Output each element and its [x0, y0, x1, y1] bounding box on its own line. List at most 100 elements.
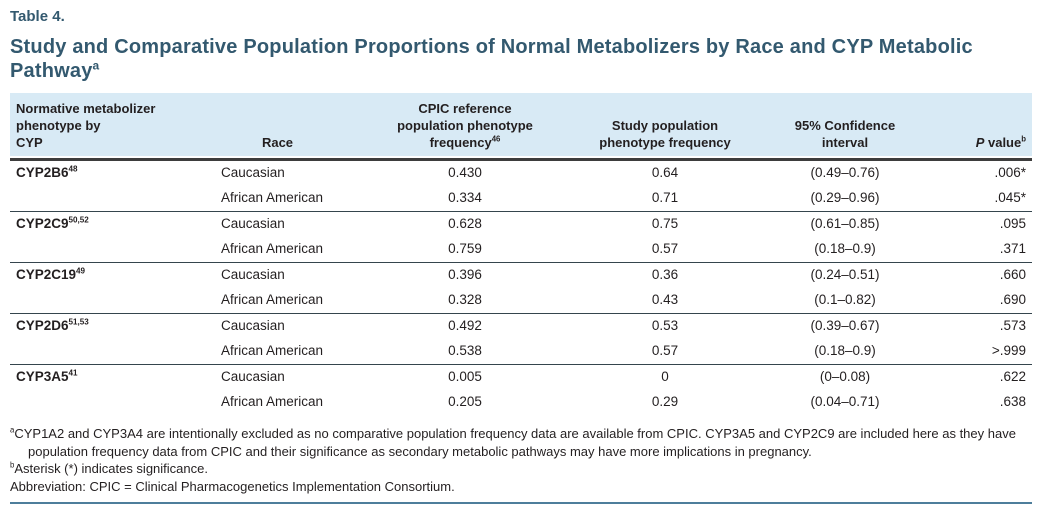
cpic-frequency-cell: 0.396: [340, 262, 590, 288]
p-value-cell: .638: [999, 394, 1026, 409]
gene-cell: CYP2C1949: [10, 262, 215, 313]
study-frequency-cell: 0.64: [590, 158, 740, 186]
study-frequency-cell: 0.53: [590, 313, 740, 339]
race-cell: Caucasian: [215, 262, 340, 288]
confidence-interval-cell: (0–0.08): [740, 364, 950, 390]
citation-superscript: 49: [76, 266, 86, 276]
column-header-confidence-interval: 95% Confidence interval: [740, 93, 950, 158]
footnotes: aCYP1A2 and CYP3A4 are intentionally exc…: [10, 425, 1032, 495]
table-row: African American 0.538 0.57 (0.18–0.9) >…: [10, 339, 1032, 364]
gene-name: CYP3A5: [16, 369, 69, 384]
cpic-frequency-cell: 0.334: [448, 190, 482, 205]
gene-cell: CYP2C950,52: [10, 211, 215, 262]
gene-name: CYP2C9: [16, 216, 69, 231]
column-header-study-label: Study population phenotype frequency: [599, 118, 731, 150]
table-row: African American 0.328 0.43 (0.1–0.82) .…: [10, 288, 1032, 313]
table-row: CYP3A541 Caucasian 0.005 0 (0–0.08) .622: [10, 364, 1032, 390]
race-cell: Caucasian: [215, 211, 340, 237]
race-cell: African American: [221, 394, 324, 409]
table-row: African American 0.334 0.71 (0.29–0.96) …: [10, 186, 1032, 211]
confidence-interval-cell: (0.39–0.67): [740, 313, 950, 339]
table-title-text: Study and Comparative Population Proport…: [10, 36, 973, 82]
citation-superscript: 41: [68, 368, 78, 378]
study-frequency-cell: 0.57: [651, 343, 679, 358]
table-row: CYP2D651,53 Caucasian 0.492 0.53 (0.39–0…: [10, 313, 1032, 339]
cpic-frequency-cell: 0.492: [340, 313, 590, 339]
gene-name: CYP2B6: [16, 165, 69, 180]
table-row: CYP2C950,52 Caucasian 0.628 0.75 (0.61–0…: [10, 211, 1032, 237]
confidence-interval-cell: (0.29–0.96): [810, 190, 880, 205]
p-value-cell: >.999: [991, 343, 1026, 358]
race-cell: African American: [221, 343, 324, 358]
race-cell: African American: [221, 190, 324, 205]
footnote-marker: b: [10, 460, 15, 470]
gene-cell: CYP3A541: [10, 364, 215, 415]
footnote-a: aCYP1A2 and CYP3A4 are intentionally exc…: [10, 425, 1032, 460]
study-frequency-cell: 0: [590, 364, 740, 390]
data-table: Normative metabolizer phenotype by CYP R…: [10, 93, 1032, 415]
table-header-row: Normative metabolizer phenotype by CYP R…: [10, 93, 1032, 158]
table-row: African American 0.205 0.29 (0.04–0.71) …: [10, 390, 1032, 415]
cpic-frequency-cell: 0.538: [448, 343, 482, 358]
p-value-rest: value: [987, 135, 1022, 150]
cpic-frequency-cell: 0.328: [448, 292, 482, 307]
column-header-race: Race: [215, 93, 340, 158]
study-frequency-cell: 0.43: [651, 292, 679, 307]
citation-superscript: 50,52: [68, 215, 89, 225]
column-header-race-label: Race: [261, 135, 294, 150]
p-value-cell: .660: [950, 262, 1032, 288]
column-header-cyp-label: Normative metabolizer phenotype by CYP: [16, 101, 156, 150]
study-frequency-cell: 0.29: [651, 394, 679, 409]
cpic-frequency-cell: 0.628: [340, 211, 590, 237]
race-cell: African American: [221, 292, 324, 307]
footnote-b-text: Asterisk (*) indicates significance.: [14, 461, 208, 476]
p-value-cell: .095: [950, 211, 1032, 237]
citation-superscript: 46: [491, 134, 501, 144]
column-header-ci-label: 95% Confidence interval: [794, 118, 896, 150]
confidence-interval-cell: (0.61–0.85): [740, 211, 950, 237]
footnote-superscript: b: [1021, 134, 1026, 144]
p-value-cell: .371: [999, 241, 1026, 256]
p-value-cell: .573: [950, 313, 1032, 339]
gene-cell: CYP2D651,53: [10, 313, 215, 364]
confidence-interval-cell: (0.24–0.51): [740, 262, 950, 288]
cpic-frequency-cell: 0.005: [340, 364, 590, 390]
gene-cell: CYP2B648: [10, 158, 215, 211]
p-value-cell: .622: [950, 364, 1032, 390]
column-header-study-frequency: Study population phenotype frequency: [590, 93, 740, 158]
race-cell: Caucasian: [215, 364, 340, 390]
footnote-a-text: CYP1A2 and CYP3A4 are intentionally excl…: [14, 426, 1016, 459]
p-value-cell: .006*: [950, 158, 1032, 186]
footnote-b: bAsterisk (*) indicates significance.: [10, 460, 1032, 478]
column-header-cyp: Normative metabolizer phenotype by CYP: [10, 93, 215, 158]
footnote-marker: a: [10, 425, 15, 435]
column-header-cpic-label: CPIC reference population phenotype freq…: [397, 101, 533, 150]
citation-superscript: 48: [68, 164, 78, 174]
race-cell: Caucasian: [215, 158, 340, 186]
p-value-cell: .690: [999, 292, 1026, 307]
race-cell: African American: [221, 241, 324, 256]
page-bottom-rule: [10, 502, 1032, 504]
gene-name: CYP2C19: [16, 267, 77, 282]
cpic-frequency-cell: 0.430: [340, 158, 590, 186]
study-frequency-cell: 0.57: [651, 241, 679, 256]
confidence-interval-cell: (0.04–0.71): [810, 394, 880, 409]
citation-superscript: 51,53: [68, 317, 89, 327]
column-header-p-value: P valueb: [950, 93, 1032, 158]
table-row: CYP2B648 Caucasian 0.430 0.64 (0.49–0.76…: [10, 158, 1032, 186]
cpic-frequency-cell: 0.205: [448, 394, 482, 409]
column-header-cpic-frequency: CPIC reference population phenotype freq…: [340, 93, 590, 158]
confidence-interval-cell: (0.18–0.9): [814, 241, 876, 256]
table-row: African American 0.759 0.57 (0.18–0.9) .…: [10, 237, 1032, 262]
confidence-interval-cell: (0.18–0.9): [814, 343, 876, 358]
race-cell: Caucasian: [215, 313, 340, 339]
table-title-footnote-marker: a: [92, 58, 100, 73]
p-value-cell: .045*: [994, 190, 1026, 205]
table-row: CYP2C1949 Caucasian 0.396 0.36 (0.24–0.5…: [10, 262, 1032, 288]
table-title: Study and Comparative Population Proport…: [10, 35, 1032, 83]
abbreviation-note: Abbreviation: CPIC = Clinical Pharmacoge…: [10, 478, 455, 494]
study-frequency-cell: 0.71: [651, 190, 679, 205]
table-number: Table 4.: [10, 8, 65, 25]
study-frequency-cell: 0.75: [590, 211, 740, 237]
